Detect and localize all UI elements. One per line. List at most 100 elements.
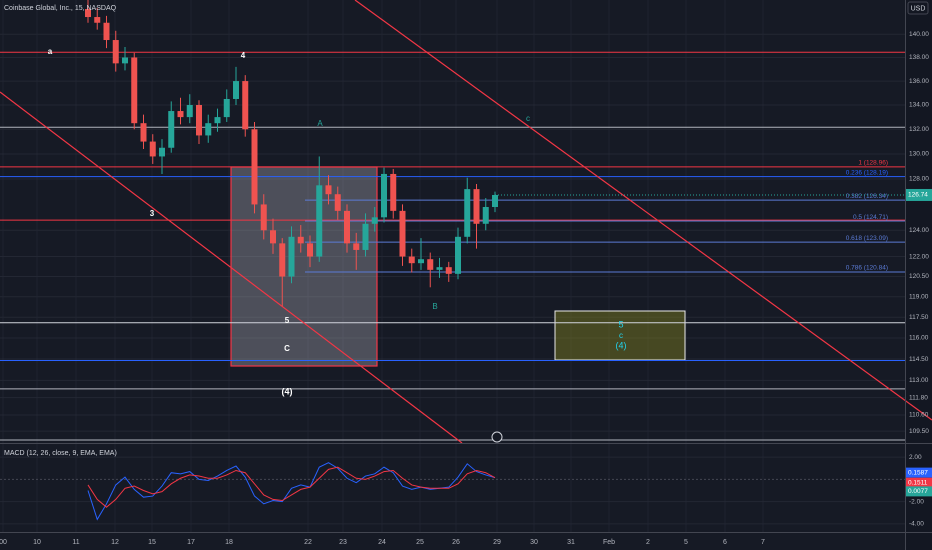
candle-body [390, 173, 397, 211]
x-tick-label: 15 [148, 539, 156, 546]
annotation: (4) [616, 340, 627, 350]
candle-body [186, 105, 193, 118]
annotation: c [526, 114, 530, 123]
y-tick-label: 120.50 [909, 273, 929, 280]
y-tick-label: 130.00 [909, 151, 929, 158]
y-tick-label: 136.00 [909, 78, 929, 85]
candle-body [260, 204, 267, 231]
currency: USD [911, 5, 926, 12]
fib-label: 0.786 (120.84) [846, 265, 888, 272]
candle-body [205, 123, 212, 136]
macd-tick-label: -4.00 [909, 521, 924, 528]
y-tick-label: 109.50 [909, 428, 929, 435]
x-tick-label: Feb [603, 539, 615, 546]
macd-value-box [906, 467, 932, 478]
annotation: (4) [282, 386, 293, 396]
candle-body [362, 223, 369, 250]
x-tick-label: 23 [339, 539, 347, 546]
candle-body [223, 98, 230, 118]
candle-body [131, 57, 138, 124]
x-tick-label: 7 [761, 539, 765, 546]
currency-box[interactable] [907, 1, 929, 15]
annotation: 5 [618, 319, 623, 329]
candle-body [381, 173, 387, 218]
candle-body [482, 207, 489, 224]
candle-body [251, 129, 258, 205]
x-tick-label: 30 [530, 539, 538, 546]
x-tick-label: 25 [416, 539, 424, 546]
y-tick-label: 114.50 [909, 356, 929, 363]
candle-body [492, 194, 498, 208]
price-axis-bg [905, 0, 932, 550]
candle-body [371, 217, 378, 224]
fib-label: 0.5 (124.71) [853, 214, 888, 221]
annotation: c [619, 331, 623, 340]
candle-body [325, 185, 332, 195]
alert-icon[interactable] [491, 431, 503, 443]
y-tick-label: 132.00 [909, 126, 929, 133]
y-tick-label: 111.80 [909, 394, 928, 401]
last-price-label: 126.74 [908, 192, 928, 199]
candle-body [418, 259, 424, 264]
candle-body [242, 81, 249, 130]
fib-label: 0.618 (123.09) [846, 235, 888, 242]
fib-label: 1 (128.96) [858, 160, 888, 167]
macd-line [87, 466, 496, 508]
candle-body [297, 236, 304, 244]
candle-body [112, 40, 119, 64]
y-tick-label: 119.00 [909, 293, 929, 300]
candle-body [103, 22, 110, 41]
candles [85, 0, 498, 307]
symbol-title[interactable]: Coinbase Global, Inc., 15, NASDAQ [4, 5, 117, 12]
x-tick-label: 11 [72, 539, 79, 546]
candle-body [177, 111, 184, 118]
macd-tick-label: 2.00 [909, 454, 922, 461]
x-tick-label: 10 [33, 539, 41, 546]
candle-body [427, 259, 434, 270]
candle-body [85, 9, 91, 18]
candle-body [279, 243, 286, 277]
candle-body [445, 267, 452, 274]
macd-value-box [906, 477, 932, 488]
candle-body [288, 236, 295, 277]
x-tick-label: 6 [723, 539, 727, 546]
annotation: 3 [150, 209, 155, 218]
macd-title: MACD (12, 26, close, 9, EMA, EMA) [4, 450, 117, 457]
candle-body [307, 243, 313, 257]
candle-body [455, 236, 461, 274]
candle-body [149, 141, 156, 157]
candle-body [122, 57, 128, 64]
x-tick-label: 26 [452, 539, 460, 546]
candle-body [436, 267, 443, 270]
y-tick-label: 124.00 [909, 227, 929, 234]
y-tick-label: 110.60 [909, 412, 929, 419]
annotation: A [317, 119, 323, 128]
annotation: C [284, 344, 290, 353]
candle-body [353, 243, 360, 250]
x-tick-label: 12 [111, 539, 119, 546]
x-tick-label: 00 [0, 539, 7, 546]
y-tick-label: 128.00 [909, 176, 929, 183]
x-tick-label: 5 [684, 539, 688, 546]
last-price-box [906, 188, 932, 201]
macd-tick-label: -2.00 [909, 498, 924, 505]
trend-line [0, 91, 463, 444]
macd-pane: 2.00 -2.00 -4.00 0.1587 0.1511 0.0077 [0, 454, 932, 528]
candle-body [94, 17, 101, 23]
fib-label: 0.382 (126.34) [846, 193, 888, 200]
candle-body [473, 189, 480, 224]
annotation: a [48, 47, 53, 56]
candle-body [168, 111, 175, 148]
candle-body [464, 189, 471, 237]
target-box [554, 310, 686, 361]
candle-body [408, 256, 415, 264]
candle-body [270, 230, 276, 244]
candle-body [233, 81, 239, 99]
fib-label: 0.236 (128.19) [846, 169, 888, 176]
macd-value-label: 0.1587 [908, 469, 928, 476]
candle-body [344, 210, 350, 244]
y-tick-label: 134.00 [909, 102, 929, 109]
candle-body [214, 117, 221, 124]
candle-body [399, 210, 406, 257]
